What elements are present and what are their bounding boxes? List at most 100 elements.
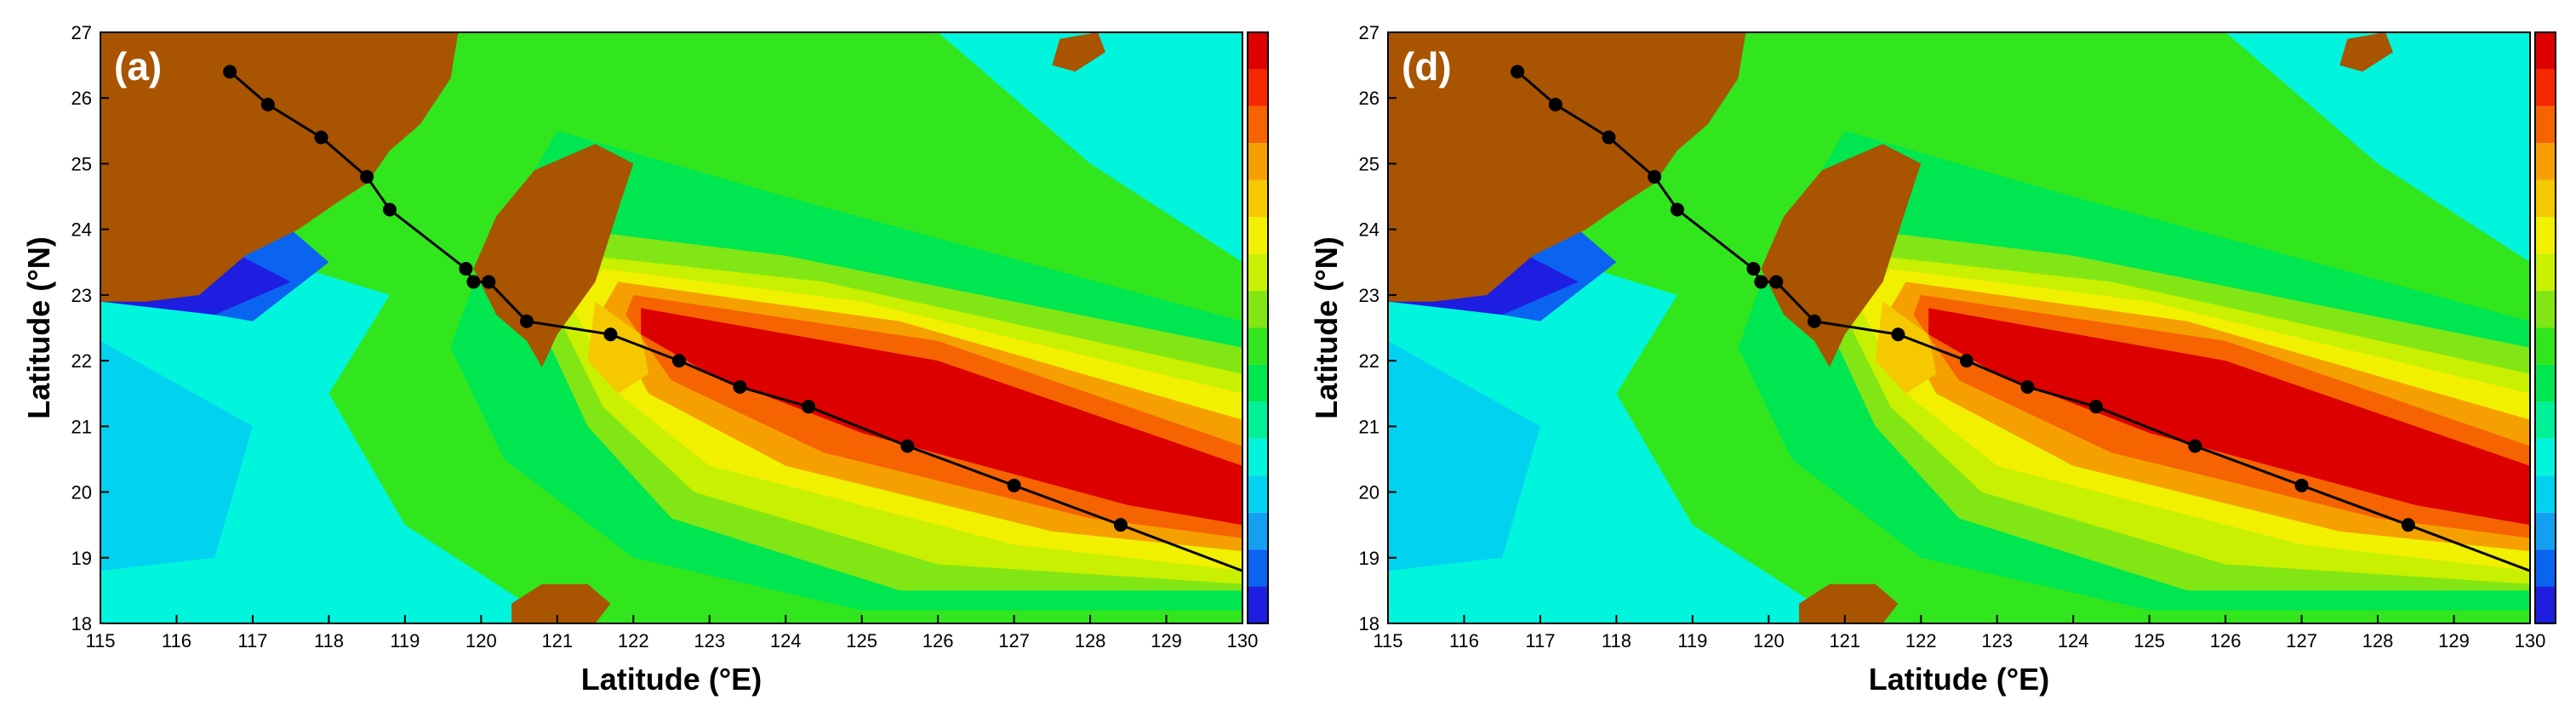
x-tick-label: 121 <box>541 630 573 651</box>
field-contour <box>641 308 1242 526</box>
y-tick-label: 25 <box>1359 153 1379 174</box>
x-tick-label: 122 <box>1905 630 1937 651</box>
y-tick-label: 27 <box>71 22 92 43</box>
colorbar-swatch <box>2535 401 2556 439</box>
colorbar-swatch <box>1248 105 1268 144</box>
track-point <box>260 97 275 111</box>
track-point <box>733 380 747 394</box>
panel-tag: (a) <box>114 44 162 88</box>
colorbar-swatch <box>2535 438 2556 476</box>
colorbar-swatch <box>1248 512 1268 550</box>
colorbar-swatch <box>1248 143 1268 180</box>
track-point <box>223 65 237 79</box>
plot-frame <box>100 31 1243 624</box>
x-tick-label: 126 <box>2210 630 2242 651</box>
y-tick-label: 21 <box>71 416 92 437</box>
x-tick-label: 123 <box>1981 630 2013 651</box>
x-tick-label: 121 <box>1829 630 1860 651</box>
track-point <box>2089 400 2104 414</box>
x-tick-label: 127 <box>2286 630 2317 651</box>
track-point <box>2020 380 2035 394</box>
y-tick-label: 20 <box>71 482 92 503</box>
colorbar-swatch <box>2535 32 2556 70</box>
colorbar-swatch <box>2535 217 2556 254</box>
y-tick-label: 21 <box>1359 416 1379 437</box>
field-contour <box>1388 340 1540 572</box>
colorbar-swatch <box>2535 291 2556 328</box>
track-point <box>1891 327 1905 342</box>
field-contour <box>1875 301 1937 394</box>
y-tick-label: 26 <box>71 88 92 109</box>
x-tick-label: 116 <box>1449 630 1479 651</box>
y-tick-label: 22 <box>71 350 92 372</box>
colorbar-swatch <box>1248 217 1268 254</box>
x-tick-label: 118 <box>1602 630 1631 651</box>
colorbar-swatch <box>1248 327 1268 365</box>
y-tick-label: 18 <box>71 613 92 634</box>
colorbar-swatch <box>1248 364 1268 402</box>
colorbar-swatch <box>2535 512 2556 550</box>
colorbar-swatch <box>2535 69 2556 106</box>
y-tick-label: 20 <box>1359 482 1379 503</box>
colorbar-swatch <box>2535 143 2556 180</box>
x-tick-label: 116 <box>162 630 191 651</box>
track-point <box>2401 518 2415 532</box>
track-point <box>1670 202 1684 217</box>
x-tick-label: 130 <box>2515 630 2546 651</box>
field-contour <box>1928 308 2530 526</box>
colorbar-swatch <box>2535 364 2556 402</box>
y-axis-label: Latitude (°N) <box>1309 236 1344 418</box>
track-point <box>1007 478 1021 492</box>
panel-d: 115 116 117 118 119 120 121 122 123 124 125 126 127 1… <box>1288 0 2575 711</box>
field-contour <box>100 340 253 572</box>
x-tick-label: 129 <box>2438 630 2470 651</box>
track-point <box>382 202 397 217</box>
x-tick-label: 124 <box>2058 630 2089 651</box>
track-point <box>1769 275 1784 289</box>
x-tick-label: 119 <box>390 630 420 651</box>
y-tick-label: 26 <box>1359 88 1379 109</box>
track-point <box>2188 439 2202 453</box>
track-point <box>900 439 915 453</box>
y-tick-label: 18 <box>1359 613 1379 634</box>
y-tick-label: 19 <box>1359 548 1379 569</box>
x-axis-label: Latitude (°E) <box>1869 662 2049 697</box>
x-tick-label: 115 <box>1373 630 1402 651</box>
track-point <box>1648 169 1662 184</box>
colorbar-swatch <box>1248 69 1268 106</box>
x-tick-label: 120 <box>466 630 497 651</box>
track-point <box>1959 354 1973 368</box>
track-point <box>459 262 473 276</box>
track-point <box>1511 65 1525 79</box>
track-point <box>802 400 816 414</box>
field-layer <box>1388 32 2530 623</box>
field-contour <box>587 301 649 394</box>
colorbar-swatch <box>1248 32 1268 70</box>
colorbar-swatch <box>1248 475 1268 513</box>
map-panel-d: 115 116 117 118 119 120 121 122 123 124 125 126 127 1… <box>1309 22 2556 697</box>
colorbar-swatch <box>2535 105 2556 144</box>
colorbar-swatch <box>2535 475 2556 513</box>
x-tick-label: 130 <box>1227 630 1259 651</box>
colorbar-frame <box>1247 31 1269 624</box>
land-area <box>1052 32 1105 72</box>
x-axis-label: Latitude (°E) <box>581 662 762 697</box>
x-tick-label: 118 <box>314 630 344 651</box>
y-tick-label: 23 <box>71 285 92 306</box>
track-point <box>1602 130 1616 145</box>
x-tick-label: 125 <box>2133 630 2165 651</box>
panel-a: 115 116 117 118 119 120 121 122 123 124 125 126 127 1… <box>21 22 1269 697</box>
colorbar-swatch <box>2535 327 2556 365</box>
colorbar-swatch <box>2535 586 2556 623</box>
track-point <box>603 327 618 342</box>
colorbar-swatch <box>1248 253 1268 292</box>
colorbar-swatch <box>2535 253 2556 292</box>
colorbar-swatch <box>1248 179 1268 218</box>
colorbar-swatch <box>1248 549 1268 587</box>
x-tick-label: 117 <box>1525 630 1555 651</box>
x-tick-label: 119 <box>1677 630 1707 651</box>
track-point <box>671 354 686 368</box>
x-tick-label: 123 <box>694 630 725 651</box>
land-area <box>1799 583 1899 623</box>
colorbar-swatch <box>2535 549 2556 587</box>
